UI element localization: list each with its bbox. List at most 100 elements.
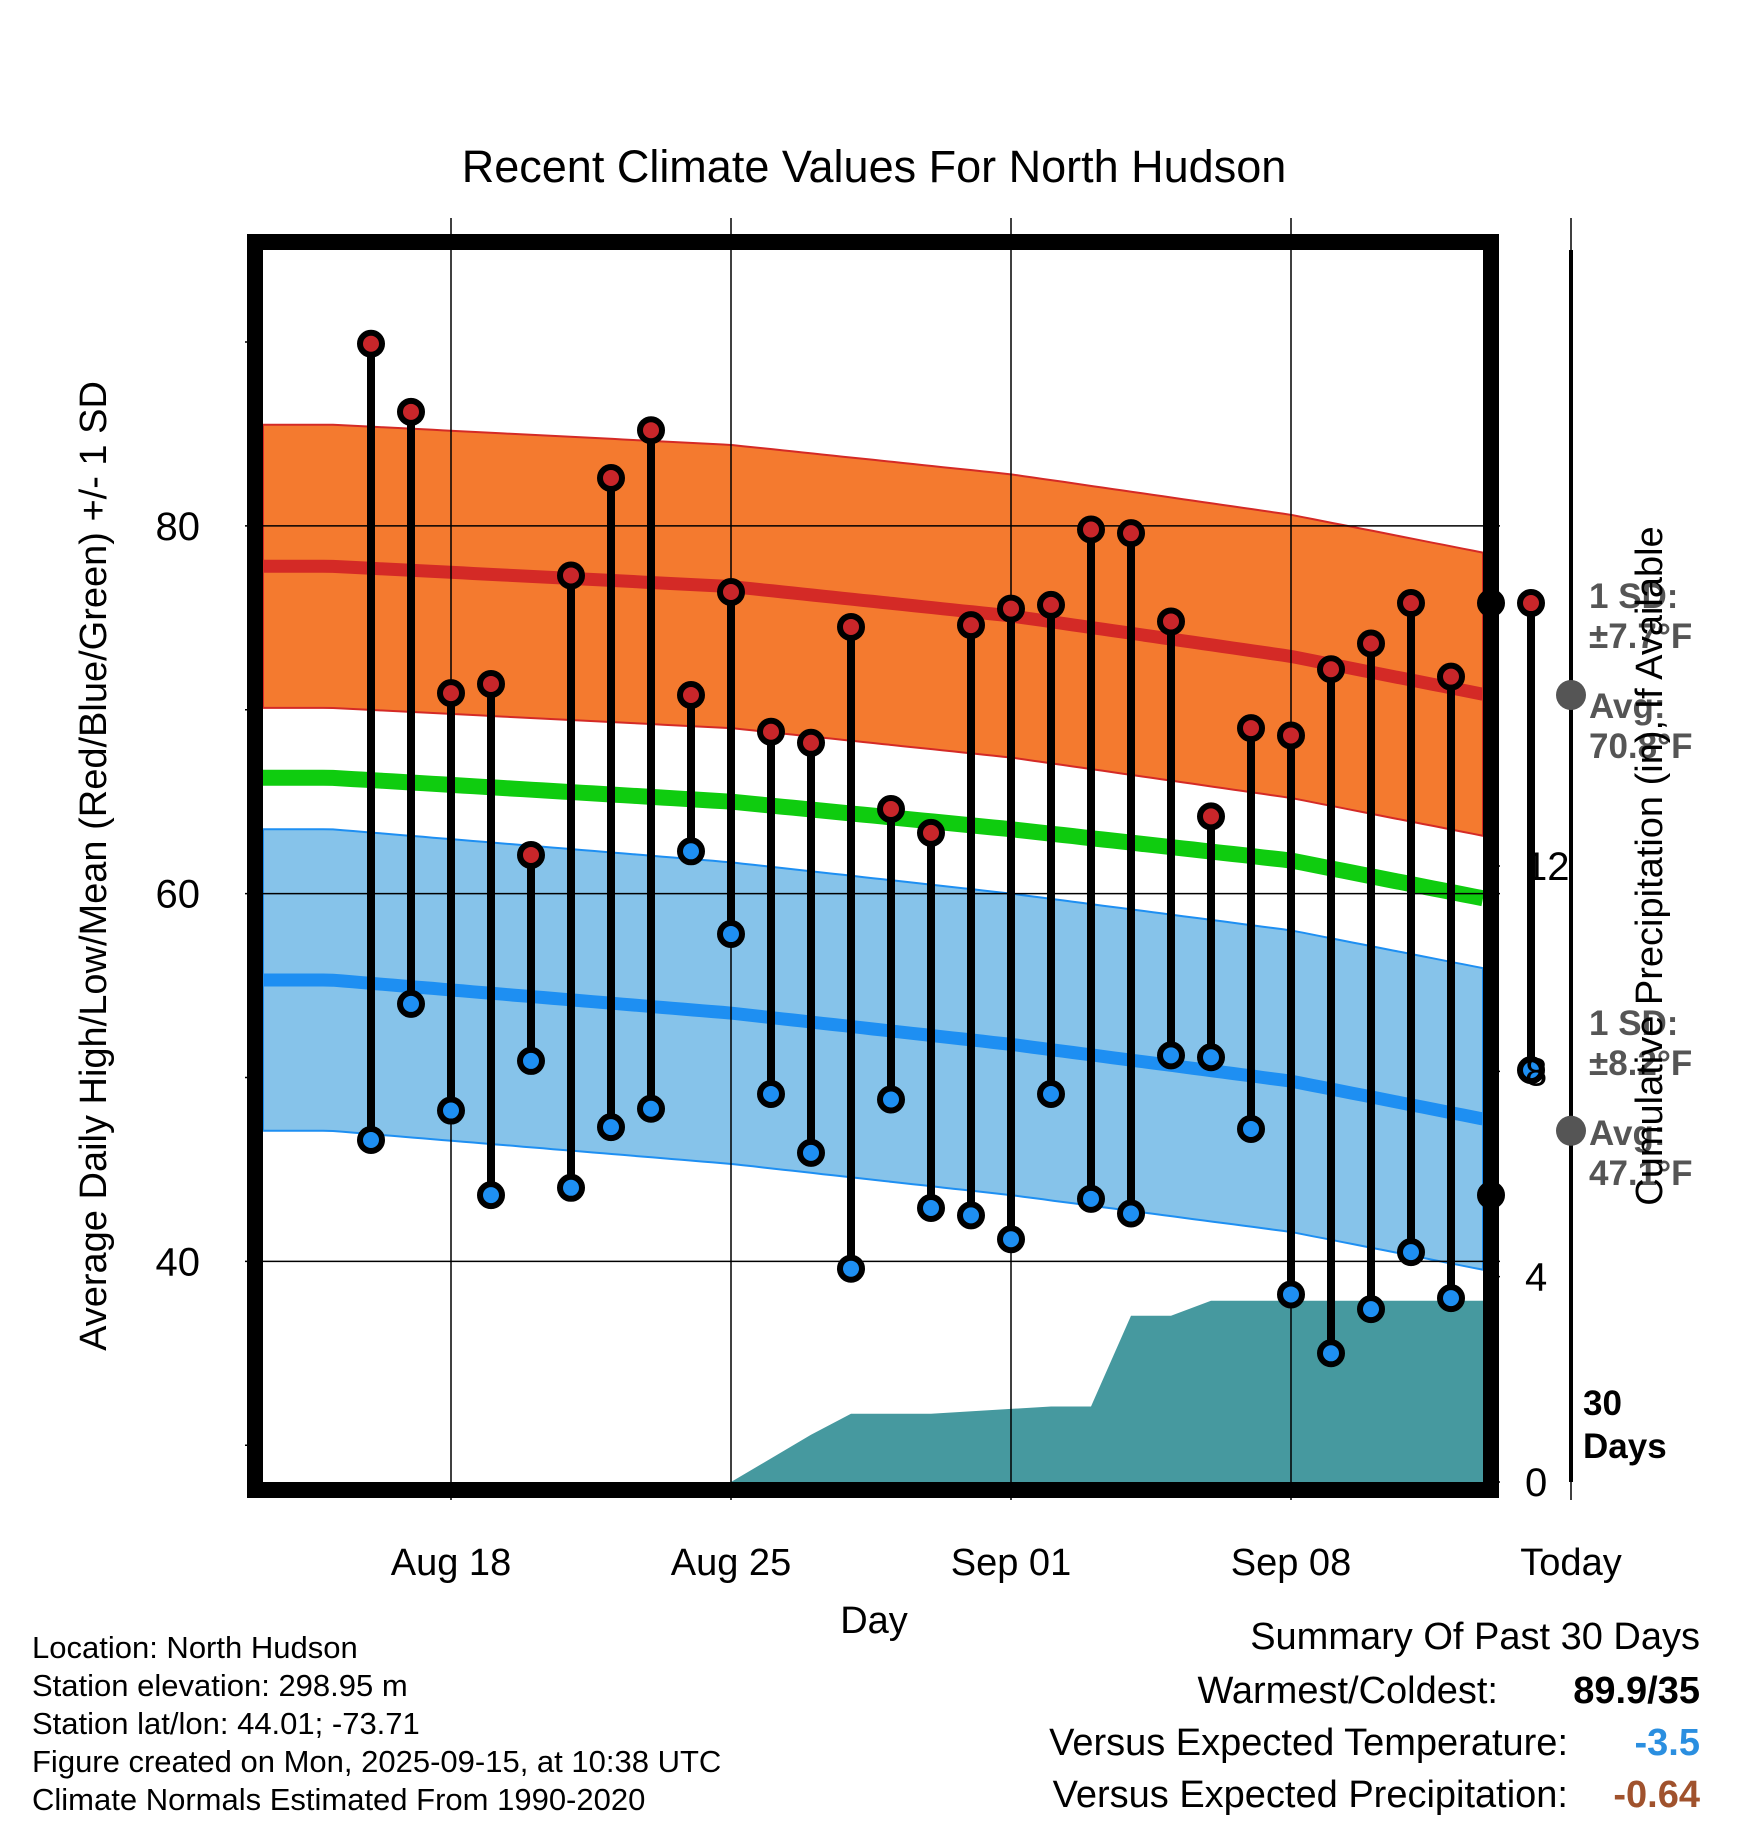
daily-low-point — [1237, 1114, 1265, 1143]
y2-tick-label: 0 — [1525, 1461, 1547, 1505]
x-tick-label: Aug 18 — [391, 1542, 511, 1584]
daily-low-point — [1117, 1199, 1145, 1228]
y-tick-label: 80 — [156, 505, 201, 549]
daily-high-point — [1037, 590, 1065, 619]
daily-low-point — [1197, 1043, 1225, 1072]
daily-high-point — [557, 561, 585, 590]
low-avg-label: Avg: — [1589, 1114, 1665, 1153]
high-sd-label: 1 SD: — [1589, 577, 1678, 616]
x-tick-label: Today — [1520, 1542, 1621, 1584]
x-axis-label: Day — [840, 1600, 908, 1642]
daily-high-point — [477, 669, 505, 698]
daily-high-point — [517, 840, 545, 869]
y2-tick-label: 12 — [1525, 845, 1570, 889]
daily-low-point — [1277, 1280, 1305, 1309]
daily-low-point — [597, 1113, 625, 1142]
daily-low-point — [717, 920, 745, 949]
low-sd-band — [263, 828, 1483, 1271]
daily-high-point — [1077, 515, 1105, 544]
low-avg-value: 47.1°F — [1589, 1154, 1693, 1193]
daily-low-point — [877, 1085, 905, 1114]
daily-high-point — [1197, 802, 1225, 831]
daily-high-point — [1317, 655, 1345, 684]
daily-high-point — [397, 397, 425, 426]
info-elevation: Station elevation: 298.95 m — [32, 1668, 408, 1703]
daily-high-point — [877, 794, 905, 823]
daily-low-point — [917, 1194, 945, 1223]
normal-high-line — [263, 559, 1483, 701]
daily-high-point — [597, 464, 625, 493]
chart-title: Recent Climate Values For North Hudson — [462, 141, 1287, 192]
y-axis-label: Average Daily High/Low/Mean (Red/Blue/Gr… — [73, 381, 115, 1351]
info-location: Location: North Hudson — [32, 1630, 358, 1665]
daily-high-point — [1157, 607, 1185, 636]
daily-high-point — [637, 416, 665, 445]
daily-low-point — [637, 1094, 665, 1123]
info-latlon: Station lat/lon: 44.01; -73.71 — [32, 1706, 420, 1741]
daily-low-point — [1037, 1080, 1065, 1109]
precip-area — [263, 1300, 1483, 1482]
daily-high-point — [1437, 662, 1465, 691]
daily-high-point — [1237, 714, 1265, 743]
daily-high-point — [1397, 589, 1425, 618]
high-sd-value: ±7.7°F — [1589, 617, 1692, 656]
normal-mean-line — [263, 769, 1483, 907]
low-sd-value: ±8.2°F — [1589, 1044, 1692, 1083]
y2-axis-label: Cumulative Precipitation (in), If Availa… — [1629, 526, 1671, 1205]
low-avg-marker — [1556, 1115, 1586, 1146]
expected-precip-label: Versus Expected Precipitation: — [1052, 1774, 1568, 1816]
y-tick-label: 60 — [156, 873, 201, 917]
daily-low-point — [397, 989, 425, 1018]
daily-high-point — [1357, 629, 1385, 658]
daily-low-point — [1437, 1284, 1465, 1313]
daily-high-point — [917, 818, 945, 847]
daily-low-point — [517, 1046, 545, 1075]
daily-low-point — [1317, 1339, 1345, 1368]
daily-low-point — [477, 1181, 505, 1210]
normal-low-line — [263, 973, 1483, 1126]
daily-high-point — [997, 594, 1025, 623]
x-tick-label: Aug 25 — [671, 1542, 791, 1584]
daily-low-point — [837, 1254, 865, 1283]
high-avg-marker — [1556, 679, 1586, 710]
warmest-coldest-label: Warmest/Coldest: — [1197, 1670, 1498, 1712]
x-tick-label: Sep 08 — [1231, 1542, 1351, 1584]
summary-title: Summary Of Past 30 Days — [1250, 1616, 1700, 1658]
info-normals: Climate Normals Estimated From 1990-2020 — [32, 1782, 646, 1817]
daily-high-point — [837, 612, 865, 641]
y-tick-label: 40 — [156, 1240, 201, 1284]
expected-precip-value: -0.64 — [1613, 1774, 1700, 1816]
daily-high-point — [1277, 721, 1305, 750]
daily-low-point — [1357, 1295, 1385, 1324]
daily-low-point — [1077, 1184, 1105, 1213]
low-sd-label: 1 SD: — [1589, 1004, 1678, 1043]
daily-high-point — [957, 611, 985, 640]
daily-high-point — [1117, 519, 1145, 548]
window-label-number: 30 — [1583, 1384, 1622, 1423]
daily-high-point — [797, 728, 825, 757]
info-created: Figure created on Mon, 2025-09-15, at 10… — [32, 1744, 722, 1779]
expected-temp-value: -3.5 — [1634, 1722, 1700, 1764]
daily-high-point — [677, 680, 705, 709]
daily-low-point — [797, 1138, 825, 1167]
daily-low-point — [957, 1201, 985, 1230]
high-avg-label: Avg: — [1589, 687, 1665, 726]
y2-tick-label: 8 — [1525, 1050, 1547, 1094]
plot-frame — [247, 234, 1499, 1498]
daily-low-point — [557, 1173, 585, 1202]
daily-high-point — [757, 717, 785, 746]
expected-temp-label: Versus Expected Temperature: — [1049, 1722, 1568, 1764]
daily-low-point — [1157, 1041, 1185, 1070]
window-label-unit: Days — [1583, 1427, 1667, 1466]
daily-low-point — [997, 1225, 1025, 1254]
daily-high-point — [357, 329, 385, 358]
daily-high-point — [437, 679, 465, 708]
daily-low-point — [1397, 1238, 1425, 1267]
warmest-coldest-value: 89.9/35 — [1573, 1670, 1700, 1712]
daily-low-point — [357, 1125, 385, 1154]
high-sd-band — [263, 423, 1483, 837]
x-tick-label: Sep 01 — [951, 1542, 1071, 1584]
daily-low-point — [1517, 1056, 1545, 1085]
daily-low-point — [437, 1096, 465, 1125]
